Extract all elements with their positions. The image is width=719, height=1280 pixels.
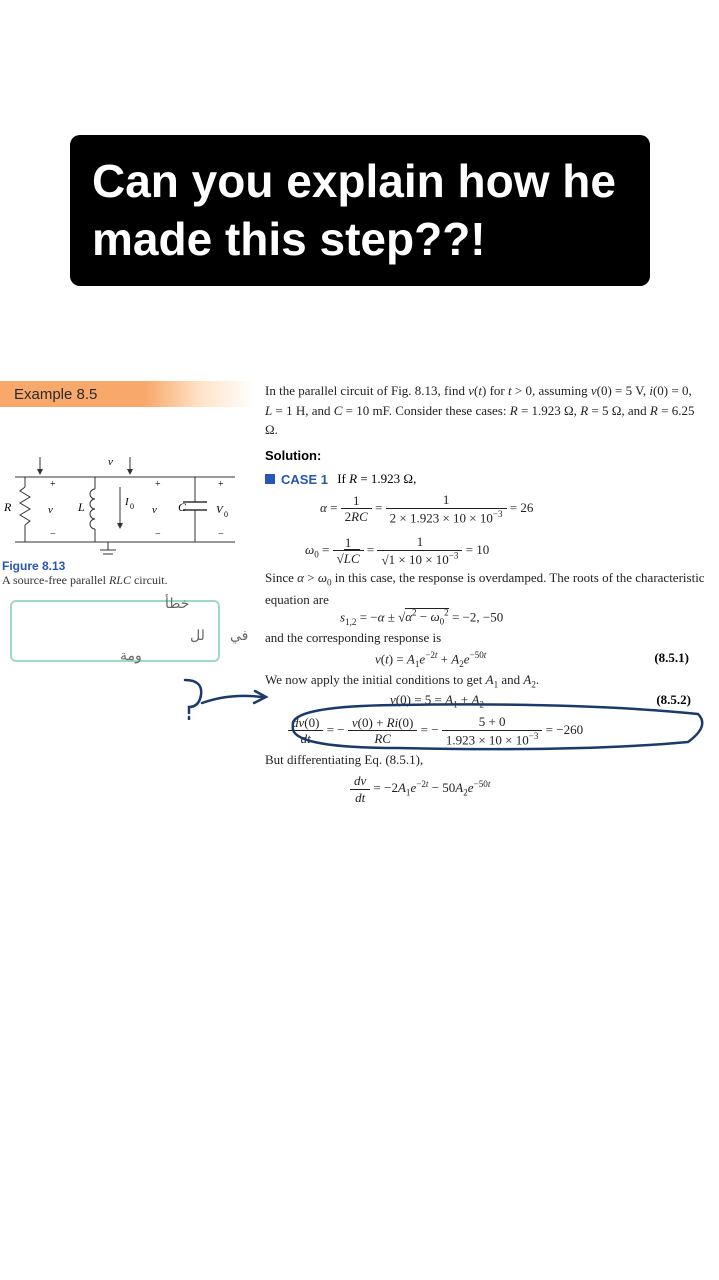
svg-text:C: C bbox=[178, 500, 187, 514]
case-1-condition: If R = 1.923 Ω, bbox=[334, 471, 416, 487]
case-1-label: CASE 1 bbox=[281, 472, 328, 487]
svg-text:L: L bbox=[77, 500, 85, 514]
solution-label: Solution: bbox=[265, 448, 321, 463]
svg-text:0: 0 bbox=[224, 510, 228, 519]
equation-dvdt-diff: dvdt = −2A1e−2t − 50A2e−50t bbox=[350, 773, 650, 805]
example-number: Example 8.5 bbox=[0, 381, 145, 407]
annotation-text-2: لل bbox=[190, 628, 205, 645]
case-marker-icon bbox=[265, 474, 275, 484]
handdrawn-arrow-icon bbox=[200, 685, 270, 715]
equation-omega: ω0 = 1√LC = 1√1 × 10 × 10−3 = 10 bbox=[305, 534, 700, 568]
circuit-diagram: v R + − v L I0 + − v C + bbox=[0, 447, 245, 557]
svg-text:v: v bbox=[48, 504, 53, 516]
svg-text:V: V bbox=[216, 504, 224, 516]
figure-number: Figure 8.13 bbox=[2, 559, 245, 573]
svg-text:−: − bbox=[218, 529, 224, 540]
equation-v0: v(0) = 5 = A1 + A2 bbox=[390, 692, 700, 710]
text-corresponding: and the corresponding response is bbox=[265, 630, 705, 646]
annotation-text-3: ومة bbox=[120, 648, 142, 665]
svg-text:−: − bbox=[155, 529, 161, 540]
annotation-text-4: في bbox=[230, 628, 248, 645]
svg-text:+: + bbox=[218, 479, 224, 490]
svg-text:+: + bbox=[50, 479, 56, 490]
svg-text:R: R bbox=[3, 500, 12, 514]
text-but-differentiating: But differentiating Eq. (8.5.1), bbox=[265, 752, 705, 768]
text-apply-conditions: We now apply the initial conditions to g… bbox=[265, 672, 705, 690]
circuit-figure: v R + − v L I0 + − v C + bbox=[0, 447, 245, 588]
problem-statement: In the parallel circuit of Fig. 8.13, fi… bbox=[265, 381, 700, 440]
annotation-text-1: خطأ bbox=[165, 596, 189, 613]
equation-dvdt: dv(0)dt = − v(0) + Ri(0)RC = − 5 + 01.92… bbox=[288, 714, 703, 748]
example-header: Example 8.5 bbox=[0, 381, 255, 407]
svg-text:v: v bbox=[108, 456, 113, 468]
example-header-gradient bbox=[145, 381, 255, 407]
text-overdamped: Since α > ω0 in this case, the response … bbox=[265, 568, 705, 610]
svg-text:v: v bbox=[152, 504, 157, 516]
case-1-line: CASE 1 If R = 1.923 Ω, bbox=[265, 471, 416, 487]
svg-text:0: 0 bbox=[130, 502, 134, 511]
question-banner: Can you explain how he made this step??! bbox=[70, 135, 650, 286]
figure-caption: A source-free parallel RLC circuit. bbox=[2, 573, 245, 588]
svg-text:−: − bbox=[50, 529, 56, 540]
equation-number-2: (8.5.2) bbox=[656, 692, 691, 708]
equation-number-1: (8.5.1) bbox=[654, 650, 689, 666]
equation-alpha: α = 12RC = 12 × 1.923 × 10 × 10−3 = 26 bbox=[320, 492, 700, 526]
equation-roots: s1,2 = −α ± √α2 − ω02 = −2, −50 bbox=[340, 608, 680, 627]
svg-text:+: + bbox=[155, 479, 161, 490]
